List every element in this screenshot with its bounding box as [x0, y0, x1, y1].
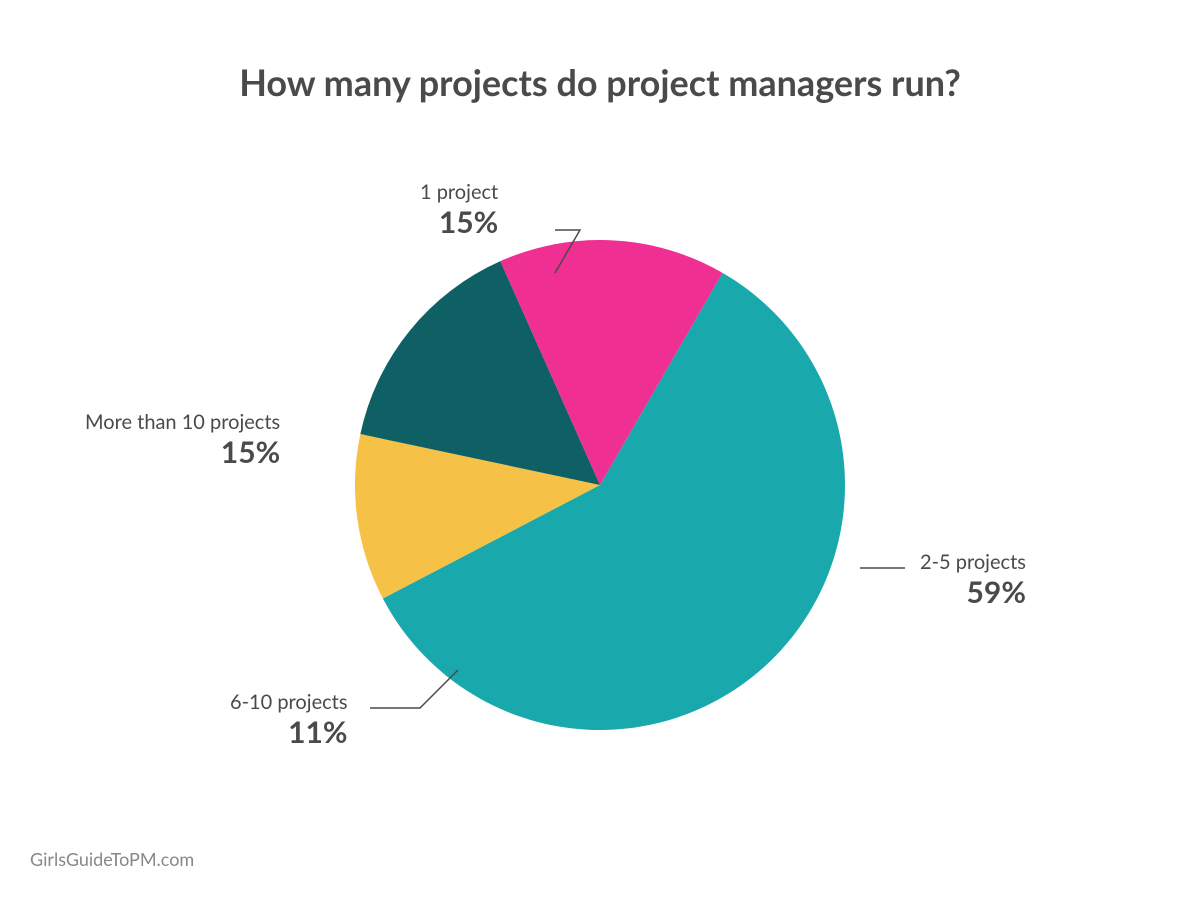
pie-chart	[355, 240, 845, 730]
slice-label-percent: 59%	[920, 574, 1026, 610]
slice-label-name: More than 10 projects	[85, 410, 280, 434]
slice-label-percent: 15%	[85, 434, 280, 470]
slice-label-name: 1 project	[420, 180, 498, 204]
chart-area: 2-5 projects59% 6-10 projects11% More than…	[0, 150, 1200, 820]
slice-label: 6-10 projects11%	[230, 690, 348, 750]
slice-label-name: 2-5 projects	[920, 550, 1026, 574]
slice-label-name: 6-10 projects	[230, 690, 348, 714]
slice-label: 1 project15%	[420, 180, 498, 240]
slice-label: More than 10 projects15%	[85, 410, 280, 470]
slice-label: 2-5 projects59%	[920, 550, 1026, 610]
chart-title: How many projects do project managers ru…	[0, 60, 1200, 104]
source-credit: GirlsGuideToPM.com	[30, 848, 194, 870]
slice-label-percent: 11%	[230, 714, 348, 750]
slice-label-percent: 15%	[420, 204, 498, 240]
